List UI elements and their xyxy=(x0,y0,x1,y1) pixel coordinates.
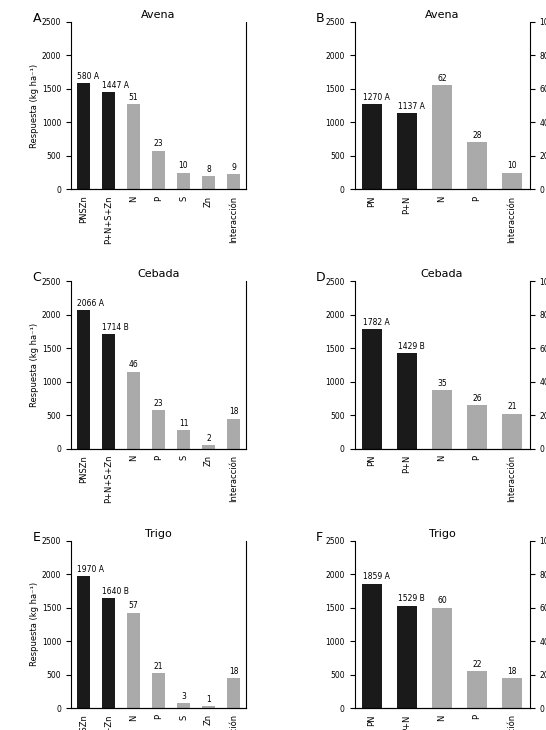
Text: A: A xyxy=(32,12,41,25)
Bar xyxy=(127,612,140,708)
Text: 10: 10 xyxy=(179,161,188,170)
Bar xyxy=(127,104,140,189)
Bar xyxy=(201,707,216,708)
Bar xyxy=(363,584,382,708)
Text: 18: 18 xyxy=(507,666,517,676)
Bar xyxy=(152,151,165,189)
Text: 580 A: 580 A xyxy=(77,72,99,81)
Text: F: F xyxy=(316,531,323,544)
Title: Cebada: Cebada xyxy=(137,269,180,279)
Bar xyxy=(432,607,452,708)
Text: 21: 21 xyxy=(507,402,517,411)
Text: 1640 B: 1640 B xyxy=(102,587,129,596)
Text: 1429 B: 1429 B xyxy=(398,342,425,350)
Bar xyxy=(467,142,486,189)
Text: 23: 23 xyxy=(153,399,163,408)
Bar xyxy=(201,176,216,189)
Bar xyxy=(502,172,522,189)
Bar xyxy=(227,174,240,189)
Bar xyxy=(467,672,486,708)
Y-axis label: Respuesta (kg ha⁻¹): Respuesta (kg ha⁻¹) xyxy=(30,323,39,407)
Text: 28: 28 xyxy=(472,131,482,140)
Bar xyxy=(397,113,417,189)
Text: 1270 A: 1270 A xyxy=(363,93,390,102)
Title: Avena: Avena xyxy=(425,9,459,20)
Bar xyxy=(467,405,486,449)
Bar xyxy=(432,390,452,449)
Text: 1970 A: 1970 A xyxy=(77,565,104,574)
Bar xyxy=(76,83,90,189)
Bar xyxy=(102,599,115,708)
Text: 22: 22 xyxy=(472,660,482,669)
Bar xyxy=(363,329,382,449)
Bar xyxy=(502,678,522,708)
Bar xyxy=(177,172,191,189)
Text: E: E xyxy=(32,531,40,544)
Text: 62: 62 xyxy=(437,74,447,83)
Text: 10: 10 xyxy=(507,161,517,170)
Text: 1: 1 xyxy=(206,695,211,704)
Text: 18: 18 xyxy=(229,407,238,416)
Bar xyxy=(152,673,165,708)
Text: 1447 A: 1447 A xyxy=(102,81,129,90)
Text: 18: 18 xyxy=(229,666,238,676)
Bar xyxy=(102,93,115,189)
Title: Trigo: Trigo xyxy=(429,529,455,539)
Bar xyxy=(127,372,140,449)
Bar xyxy=(76,310,90,449)
Bar xyxy=(76,576,90,708)
Text: C: C xyxy=(32,272,41,284)
Bar xyxy=(363,104,382,189)
Bar xyxy=(201,445,216,449)
Title: Trigo: Trigo xyxy=(145,529,172,539)
Bar xyxy=(177,430,191,449)
Text: 57: 57 xyxy=(129,602,138,610)
Bar xyxy=(397,606,417,708)
Title: Avena: Avena xyxy=(141,9,176,20)
Bar xyxy=(102,334,115,449)
Text: 1137 A: 1137 A xyxy=(398,101,425,111)
Text: 26: 26 xyxy=(472,393,482,403)
Text: 60: 60 xyxy=(437,596,447,605)
Text: 1782 A: 1782 A xyxy=(363,318,390,327)
Text: 9: 9 xyxy=(231,163,236,172)
Text: 2066 A: 2066 A xyxy=(77,299,104,308)
Bar xyxy=(227,678,240,708)
Text: 1714 B: 1714 B xyxy=(102,323,129,331)
Bar xyxy=(502,413,522,449)
Text: 46: 46 xyxy=(129,361,138,369)
Text: D: D xyxy=(316,272,325,284)
Text: 8: 8 xyxy=(206,164,211,174)
Bar xyxy=(397,353,417,449)
Bar xyxy=(227,418,240,449)
Y-axis label: Respuesta (kg ha⁻¹): Respuesta (kg ha⁻¹) xyxy=(30,583,39,666)
Text: B: B xyxy=(316,12,325,25)
Text: 21: 21 xyxy=(154,661,163,671)
Bar xyxy=(177,703,191,708)
Bar xyxy=(432,85,452,189)
Title: Cebada: Cebada xyxy=(421,269,464,279)
Text: 35: 35 xyxy=(437,379,447,388)
Text: 2: 2 xyxy=(206,434,211,443)
Text: 51: 51 xyxy=(129,93,138,101)
Text: 1529 B: 1529 B xyxy=(398,594,425,604)
Text: 1859 A: 1859 A xyxy=(363,572,390,581)
Text: 3: 3 xyxy=(181,692,186,701)
Text: 23: 23 xyxy=(153,139,163,148)
Bar xyxy=(152,410,165,449)
Y-axis label: Respuesta (kg ha⁻¹): Respuesta (kg ha⁻¹) xyxy=(30,64,39,147)
Text: 11: 11 xyxy=(179,419,188,428)
